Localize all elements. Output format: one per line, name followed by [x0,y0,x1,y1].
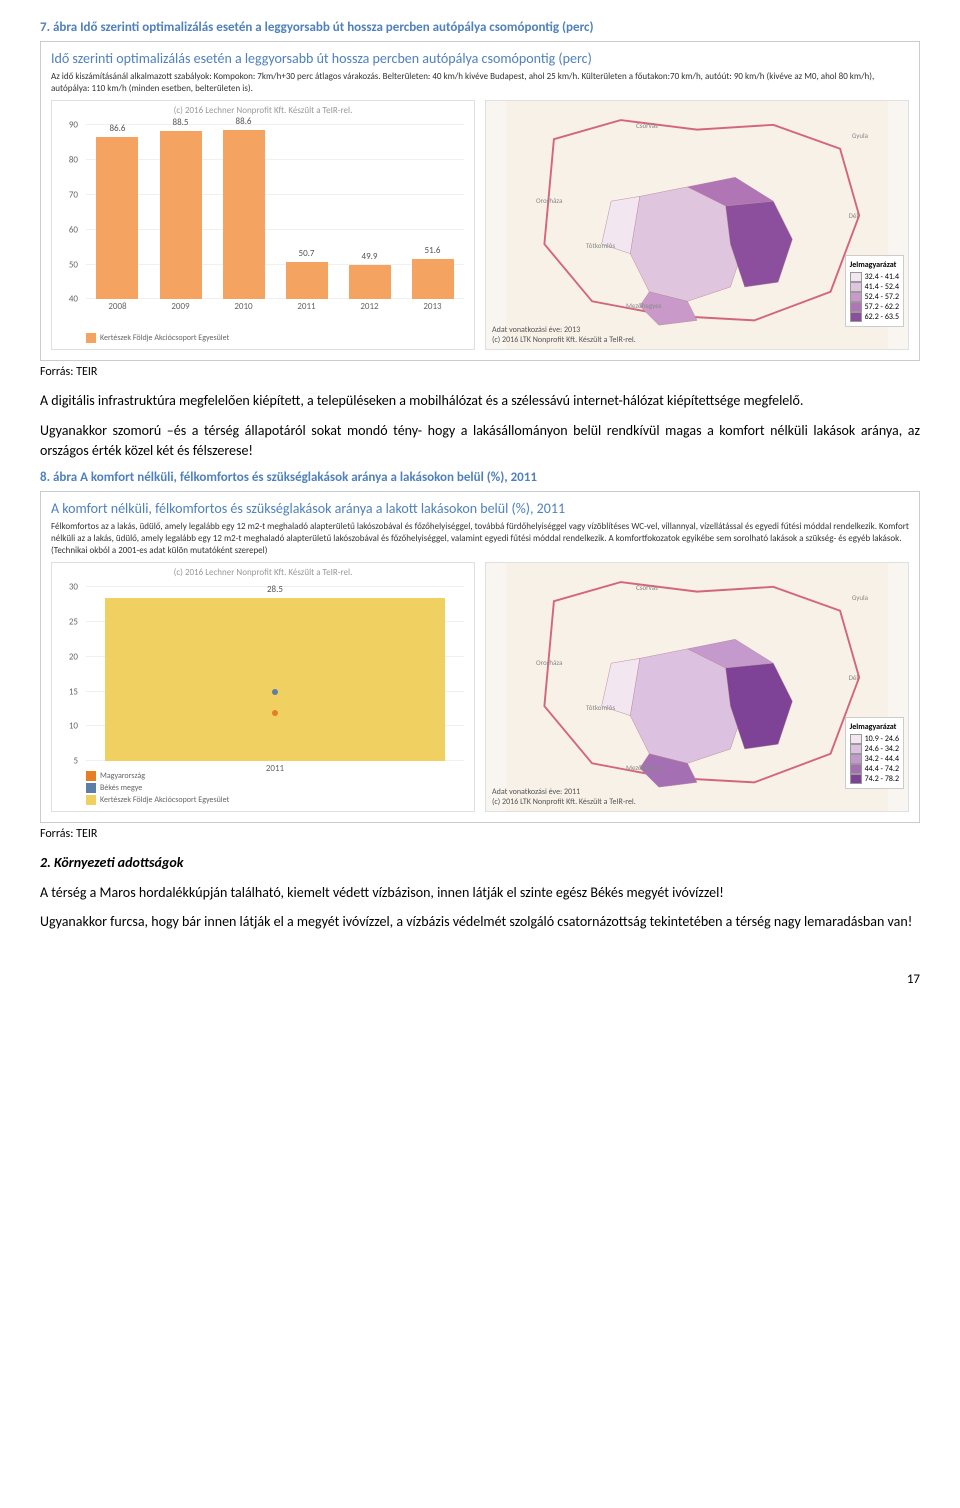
chart-bar: 86.6 [96,137,138,299]
chart-marker [272,710,278,716]
chart-legend-item: Kertészek Földje Akciócsoport Egyesület [86,795,229,805]
figure8-chart-attr: (c) 2016 Lechner Nonprofit Kft. Készült … [52,563,474,578]
map-legend-row: 41.4 - 52.4 [850,282,899,292]
map-legend-title: Jelmagyarázat [850,722,899,732]
figure8-map: Csorvás Gyula Orosháza Dél Tótkomlós Mez… [485,562,909,812]
map-legend-title: Jelmagyarázat [850,260,899,270]
map-place-label: Tótkomlós [586,241,615,250]
figure8-chart: (c) 2016 Lechner Nonprofit Kft. Készült … [51,562,475,812]
map-place-label: Orosháza [536,196,562,205]
map-legend-row: 34.2 - 44.4 [850,754,899,764]
map-legend-row: 52.4 - 57.2 [850,292,899,302]
map-legend-row: 57.2 - 62.2 [850,302,899,312]
map-legend-row: 62.2 - 63.5 [850,312,899,322]
section2-heading: 2. Környezeti adottságok [40,853,920,873]
map-place-label: Orosháza [536,658,562,667]
figure8-caption: 8. ábra A komfort nélküli, félkomfortos … [40,470,920,485]
figure7-map-legend: Jelmagyarázat 32.4 - 41.441.4 - 52.452.4… [845,255,904,327]
paragraph-1: A digitális infrastruktúra megfelelően k… [40,391,920,411]
map-place-label: Mezőhegyes [626,301,661,310]
figure7-chart: (c) 2016 Lechner Nonprofit Kft. Készült … [51,100,475,350]
map-legend-row: 44.4 - 74.2 [850,764,899,774]
chart-legend-item: Magyarország [86,771,229,781]
figure7-map: Csorvás Gyula Orosháza Dél Tótkomlós Mez… [485,100,909,350]
chart-bar: 51.6 [412,259,454,299]
figure7-panel: Idő szerinti optimalizálás esetén a legg… [40,41,920,361]
figure8-map-footer: Adat vonatkozási éve: 2011 (c) 2016 LTK … [492,787,636,807]
map-legend-row: 24.6 - 34.2 [850,744,899,754]
page-number: 17 [40,972,920,987]
map-legend-row: 74.2 - 78.2 [850,774,899,784]
chart-bar: 88.5 [160,131,202,300]
map-legend-row: 32.4 - 41.4 [850,272,899,282]
map-place-label: Gyula [852,131,868,140]
figure7-subtitle: Az idő kiszámításánál alkalmazott szabál… [41,71,919,100]
figure8-subtitle: Félkomfortos az a lakás, üdülő, amely le… [41,521,919,562]
map-legend-row: 10.9 - 24.6 [850,734,899,744]
figure7-chart-legend: Kertészek Földje Akciócsoport Egyesület [86,333,229,345]
figure8-source: Forrás: TEIR [40,827,920,841]
figure7-chart-attr: (c) 2016 Lechner Nonprofit Kft. Készült … [52,101,474,116]
figure7-source: Forrás: TEIR [40,365,920,379]
map-place-label: Dél [849,211,858,220]
chart-marker [272,689,278,695]
chart-legend-item: Békés megye [86,783,229,793]
figure8-title: A komfort nélküli, félkomfortos és szüks… [41,492,919,521]
figure8-panel: A komfort nélküli, félkomfortos és szüks… [40,491,920,823]
figure7-legend-label: Kertészek Földje Akciócsoport Egyesület [100,333,229,343]
section2-p1: A térség a Maros hordalékkúpján találhat… [40,883,920,903]
map-place-label: Mezőhegyes [626,763,661,772]
figure8-map-legend: Jelmagyarázat 10.9 - 24.624.6 - 34.234.2… [845,717,904,789]
map-place-label: Gyula [852,593,868,602]
map-place-label: Dél [849,673,858,682]
chart-bar: 49.9 [349,265,391,299]
map-place-label: Tótkomlós [586,703,615,712]
figure7-caption: 7. ábra Idő szerinti optimalizálás eseté… [40,20,920,35]
figure8-chart-legend: Magyarország Békés megye Kertészek Földje … [86,771,229,807]
map-place-label: Csorvás [636,121,658,130]
chart-bar: 50.7 [286,262,328,299]
paragraph-2: Ugyanakkor szomorú –és a térség állapotá… [40,421,920,460]
figure7-title: Idő szerinti optimalizálás esetén a legg… [41,42,919,71]
map-place-label: Csorvás [636,583,658,592]
section2-p2: Ugyanakkor furcsa, hogy bár innen látják… [40,912,920,932]
chart-bar: 28.5 [105,598,445,762]
chart-bar: 88.6 [223,130,265,299]
figure7-map-footer: Adat vonatkozási éve: 2013 (c) 2016 LTK … [492,325,636,345]
